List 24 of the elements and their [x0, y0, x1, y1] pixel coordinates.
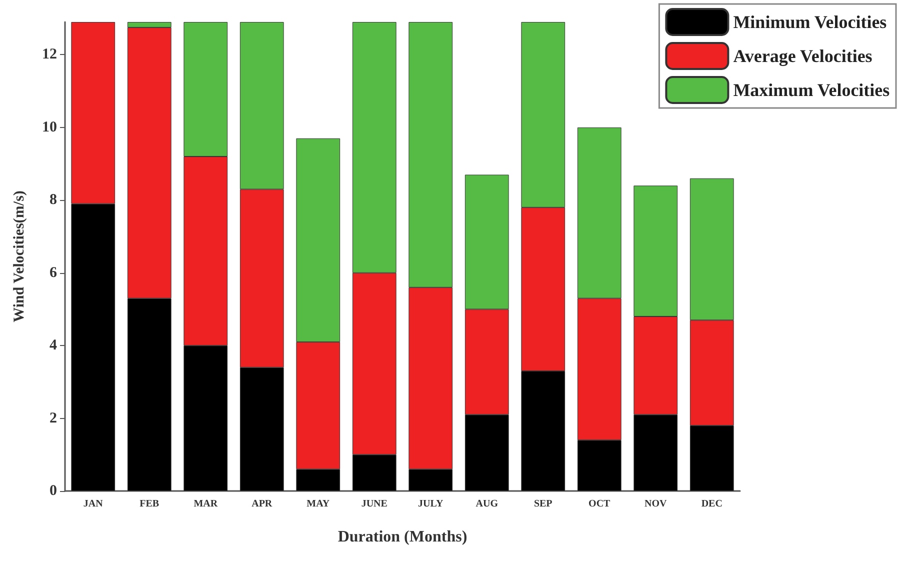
- y-tick-label: 6: [50, 264, 58, 281]
- x-tick-label: NOV: [644, 498, 668, 510]
- x-tick-label: JUNE: [361, 498, 388, 510]
- y-tick-label: 10: [42, 119, 57, 136]
- x-tick-label: SEP: [534, 498, 552, 510]
- x-tick-label: MAY: [306, 498, 330, 510]
- x-tick-label: DEC: [701, 498, 722, 510]
- x-tick-label: JULY: [418, 498, 444, 510]
- y-tick-label: 0: [50, 483, 57, 499]
- x-tick-label: OCT: [588, 498, 611, 510]
- legend-label: Maximum Velocities: [733, 80, 890, 100]
- y-tick-label: 2: [50, 410, 57, 426]
- legend-label: Minimum Velocities: [733, 12, 887, 32]
- x-axis-title: Duration (Months): [338, 528, 468, 546]
- x-tick-label: FEB: [140, 498, 160, 510]
- y-tick-label: 8: [50, 192, 57, 208]
- x-tick-label: APR: [252, 498, 273, 510]
- y-tick-label: 4: [50, 338, 58, 354]
- x-tick-label: JAN: [83, 498, 104, 510]
- x-tick-label: MAR: [194, 498, 218, 510]
- legend-label: Average Velocities: [733, 46, 872, 66]
- y-axis-title: Wind Velocities(m/s): [12, 190, 28, 322]
- y-tick-label: 12: [42, 46, 57, 63]
- x-tick-label: AUG: [476, 498, 498, 510]
